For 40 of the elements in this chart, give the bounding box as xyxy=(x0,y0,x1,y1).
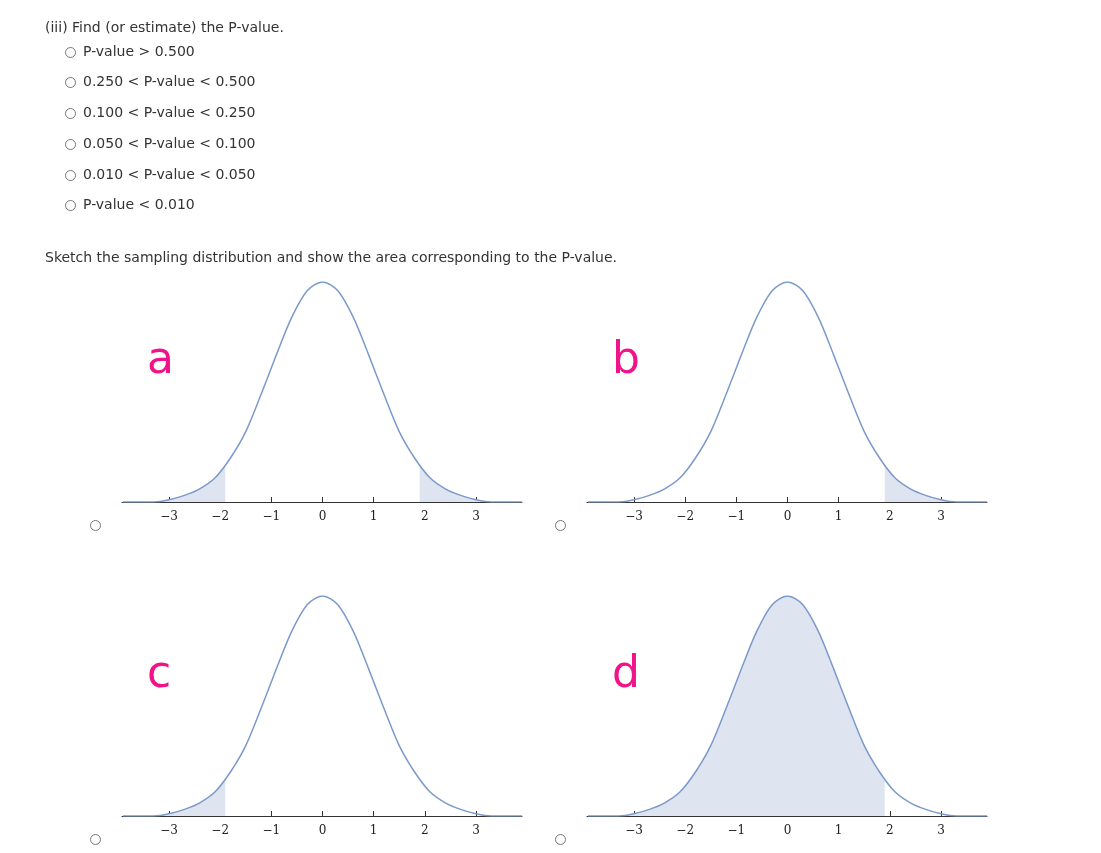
x-tick-label: 1 xyxy=(834,823,843,837)
text: Sketch the sampling distribution and show the area corresponding to the P-value. xyxy=(45,249,618,265)
x-tick-label: −2 xyxy=(676,823,695,837)
text: 0.010 < P-value < 0.050 xyxy=(83,166,256,182)
x-tick-label: −3 xyxy=(160,509,178,523)
x-tick-label: −1 xyxy=(262,509,281,523)
x-tick-label: −2 xyxy=(211,823,230,837)
x-tick-label: 0 xyxy=(783,823,792,837)
x-tick-label: −1 xyxy=(262,823,281,837)
text: 0.050 < P-value < 0.100 xyxy=(83,135,256,151)
x-tick-label: 1 xyxy=(369,823,378,837)
text: c xyxy=(147,645,172,697)
x-tick-label: −3 xyxy=(625,509,643,523)
x-tick-label: −3 xyxy=(625,823,643,837)
x-tick-label: 2 xyxy=(885,509,894,523)
x-tick-label: −2 xyxy=(211,509,230,523)
text: P-value > 0.500 xyxy=(83,43,195,59)
x-tick-label: 3 xyxy=(937,823,945,837)
text: d xyxy=(612,645,640,697)
x-tick-label: 0 xyxy=(318,509,327,523)
text: b xyxy=(612,331,640,383)
text: 0.100 < P-value < 0.250 xyxy=(83,104,256,120)
x-tick-label: 1 xyxy=(369,509,378,523)
text: (iii) Find (or estimate) the P-value. xyxy=(45,19,284,35)
x-tick-label: −3 xyxy=(160,823,178,837)
x-tick-label: 3 xyxy=(472,509,480,523)
text: 0.250 < P-value < 0.500 xyxy=(83,73,256,89)
x-tick-label: 3 xyxy=(937,509,945,523)
x-tick-label: 2 xyxy=(420,509,429,523)
x-tick-label: −1 xyxy=(727,509,746,523)
x-tick-label: 3 xyxy=(472,823,480,837)
x-tick-label: −2 xyxy=(676,509,695,523)
x-tick-label: 2 xyxy=(420,823,429,837)
x-tick-label: 0 xyxy=(783,509,792,523)
x-tick-label: 1 xyxy=(834,509,843,523)
x-tick-label: 0 xyxy=(318,823,327,837)
text: P-value < 0.010 xyxy=(83,196,195,212)
text: a xyxy=(147,331,174,383)
x-tick-label: −1 xyxy=(727,823,746,837)
x-tick-label: 2 xyxy=(885,823,894,837)
